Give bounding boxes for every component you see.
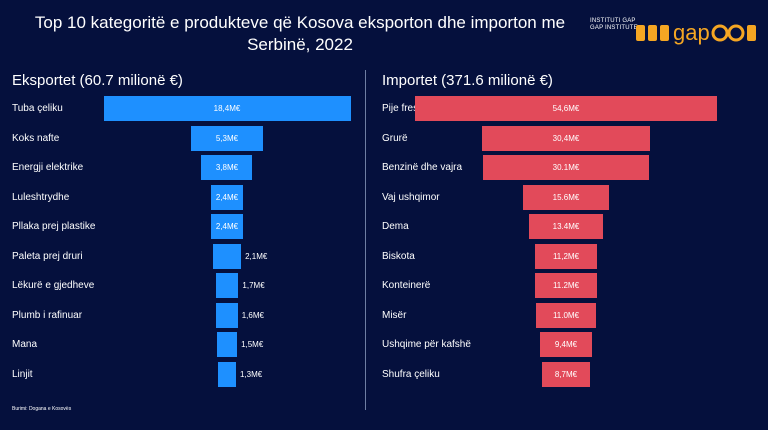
export-value-label: 1,7M€ — [242, 281, 265, 290]
import-bar: 11.0M€ — [535, 302, 597, 328]
export-value-label: 1,3M€ — [240, 369, 263, 379]
import-bar: 30.1M€ — [482, 155, 650, 180]
export-category-label: Pllaka prej plastike — [12, 221, 96, 232]
import-value-label: 13.4M€ — [552, 222, 580, 231]
import-value-label: 30,4M€ — [552, 133, 580, 143]
import-category-label: Grurë — [382, 132, 408, 144]
import-category-label: Konteinerë — [382, 280, 431, 291]
import-bar: 13.4M€ — [528, 214, 604, 239]
import-bar: 9,4M€ — [540, 332, 592, 357]
export-bar — [215, 273, 239, 298]
export-value-label: 5,3M€ — [215, 133, 239, 143]
logo-caption-line-1: INSTITUTI GAP — [590, 18, 636, 24]
export-value-label: 2,4M€ — [215, 222, 239, 231]
import-bar: 11,2M€ — [535, 243, 597, 269]
logo-caption: INSTITUTI GAP GAP INSTITUTE — [590, 18, 638, 32]
chart-title-line-1: Top 10 kategoritë e produkteve që Kosova… — [34, 13, 566, 32]
export-category-label: Mana — [12, 339, 38, 350]
import-category-label: Misër — [382, 309, 407, 321]
source-note: Burimi: Dogana e Kosovës — [12, 406, 72, 412]
export-category-label: Koks nafte — [12, 132, 60, 144]
import-category-label: Ushqime për kafshë — [382, 339, 471, 350]
import-value-label: 9,4M€ — [554, 340, 578, 349]
logo-mark-icon: gap — [636, 20, 756, 45]
import-category-label: Benzinë dhe vajra — [382, 162, 463, 173]
import-bar: 15.6M€ — [522, 184, 610, 210]
import-value-label: 30.1M€ — [552, 163, 580, 172]
import-bar: 8,7M€ — [541, 361, 591, 387]
export-bar — [218, 361, 236, 387]
import-category-label: Dema — [382, 221, 409, 232]
chart-title: Top 10 kategoritë e produkteve që Kosova… — [0, 12, 600, 56]
panel-divider — [365, 70, 366, 410]
export-value-label: 18,4M€ — [213, 104, 241, 113]
export-category-label: Energji elektrike — [12, 162, 84, 173]
export-bar: 5,3M€ — [191, 125, 263, 151]
export-bar — [216, 332, 238, 357]
export-category-label: Paleta prej druri — [12, 250, 83, 262]
export-value-label: 2,1M€ — [245, 251, 268, 261]
export-value-label: 3,8M€ — [215, 163, 239, 172]
export-value-label: 1,5M€ — [241, 340, 264, 349]
gap-institute-logo: INSTITUTI GAP GAP INSTITUTE gap — [590, 18, 762, 48]
logo-caption-line-2: GAP INSTITUTE — [590, 25, 638, 31]
export-category-label: Plumb i rafinuar — [12, 309, 83, 321]
import-value-label: 11.2M€ — [552, 281, 580, 290]
export-bar: 3,8M€ — [201, 155, 253, 180]
logo-wordmark: gap — [673, 20, 710, 45]
import-category-label: Biskota — [382, 250, 415, 262]
exports-panel-title: Eksportet (60.7 milionë €) — [12, 72, 183, 89]
import-value-label: 8,7M€ — [554, 369, 578, 379]
export-bar: 18,4M€ — [103, 96, 351, 121]
export-bar — [212, 243, 242, 269]
chart-title-line-2: Serbinë, 2022 — [247, 35, 353, 54]
import-value-label: 54,6M€ — [552, 104, 580, 113]
export-category-label: Lëkurë e gjedheve — [12, 280, 95, 291]
import-category-label: Shufra çeliku — [382, 368, 440, 380]
export-category-label: Linjit — [12, 368, 33, 380]
import-category-label: Pije freskuese — [382, 103, 445, 114]
export-category-label: Luleshtrydhe — [12, 191, 70, 203]
export-value-label: 1,6M€ — [241, 310, 264, 320]
import-value-label: 11.0M€ — [552, 310, 580, 320]
export-bar: 2,4M€ — [210, 184, 244, 210]
import-bar: 30,4M€ — [481, 125, 651, 151]
import-category-label: Vaj ushqimor — [382, 191, 440, 203]
export-value-label: 2,4M€ — [215, 192, 239, 202]
export-bar: 2,4M€ — [210, 214, 244, 239]
import-value-label: 11,2M€ — [552, 251, 580, 261]
import-bar: 54,6M€ — [415, 96, 717, 121]
import-bar: 11.2M€ — [535, 273, 597, 298]
export-bar — [216, 302, 238, 328]
export-category-label: Tuba çeliku — [12, 103, 63, 114]
import-value-label: 15.6M€ — [552, 192, 580, 202]
imports-panel-title: Importet (371.6 milionë €) — [382, 72, 553, 89]
